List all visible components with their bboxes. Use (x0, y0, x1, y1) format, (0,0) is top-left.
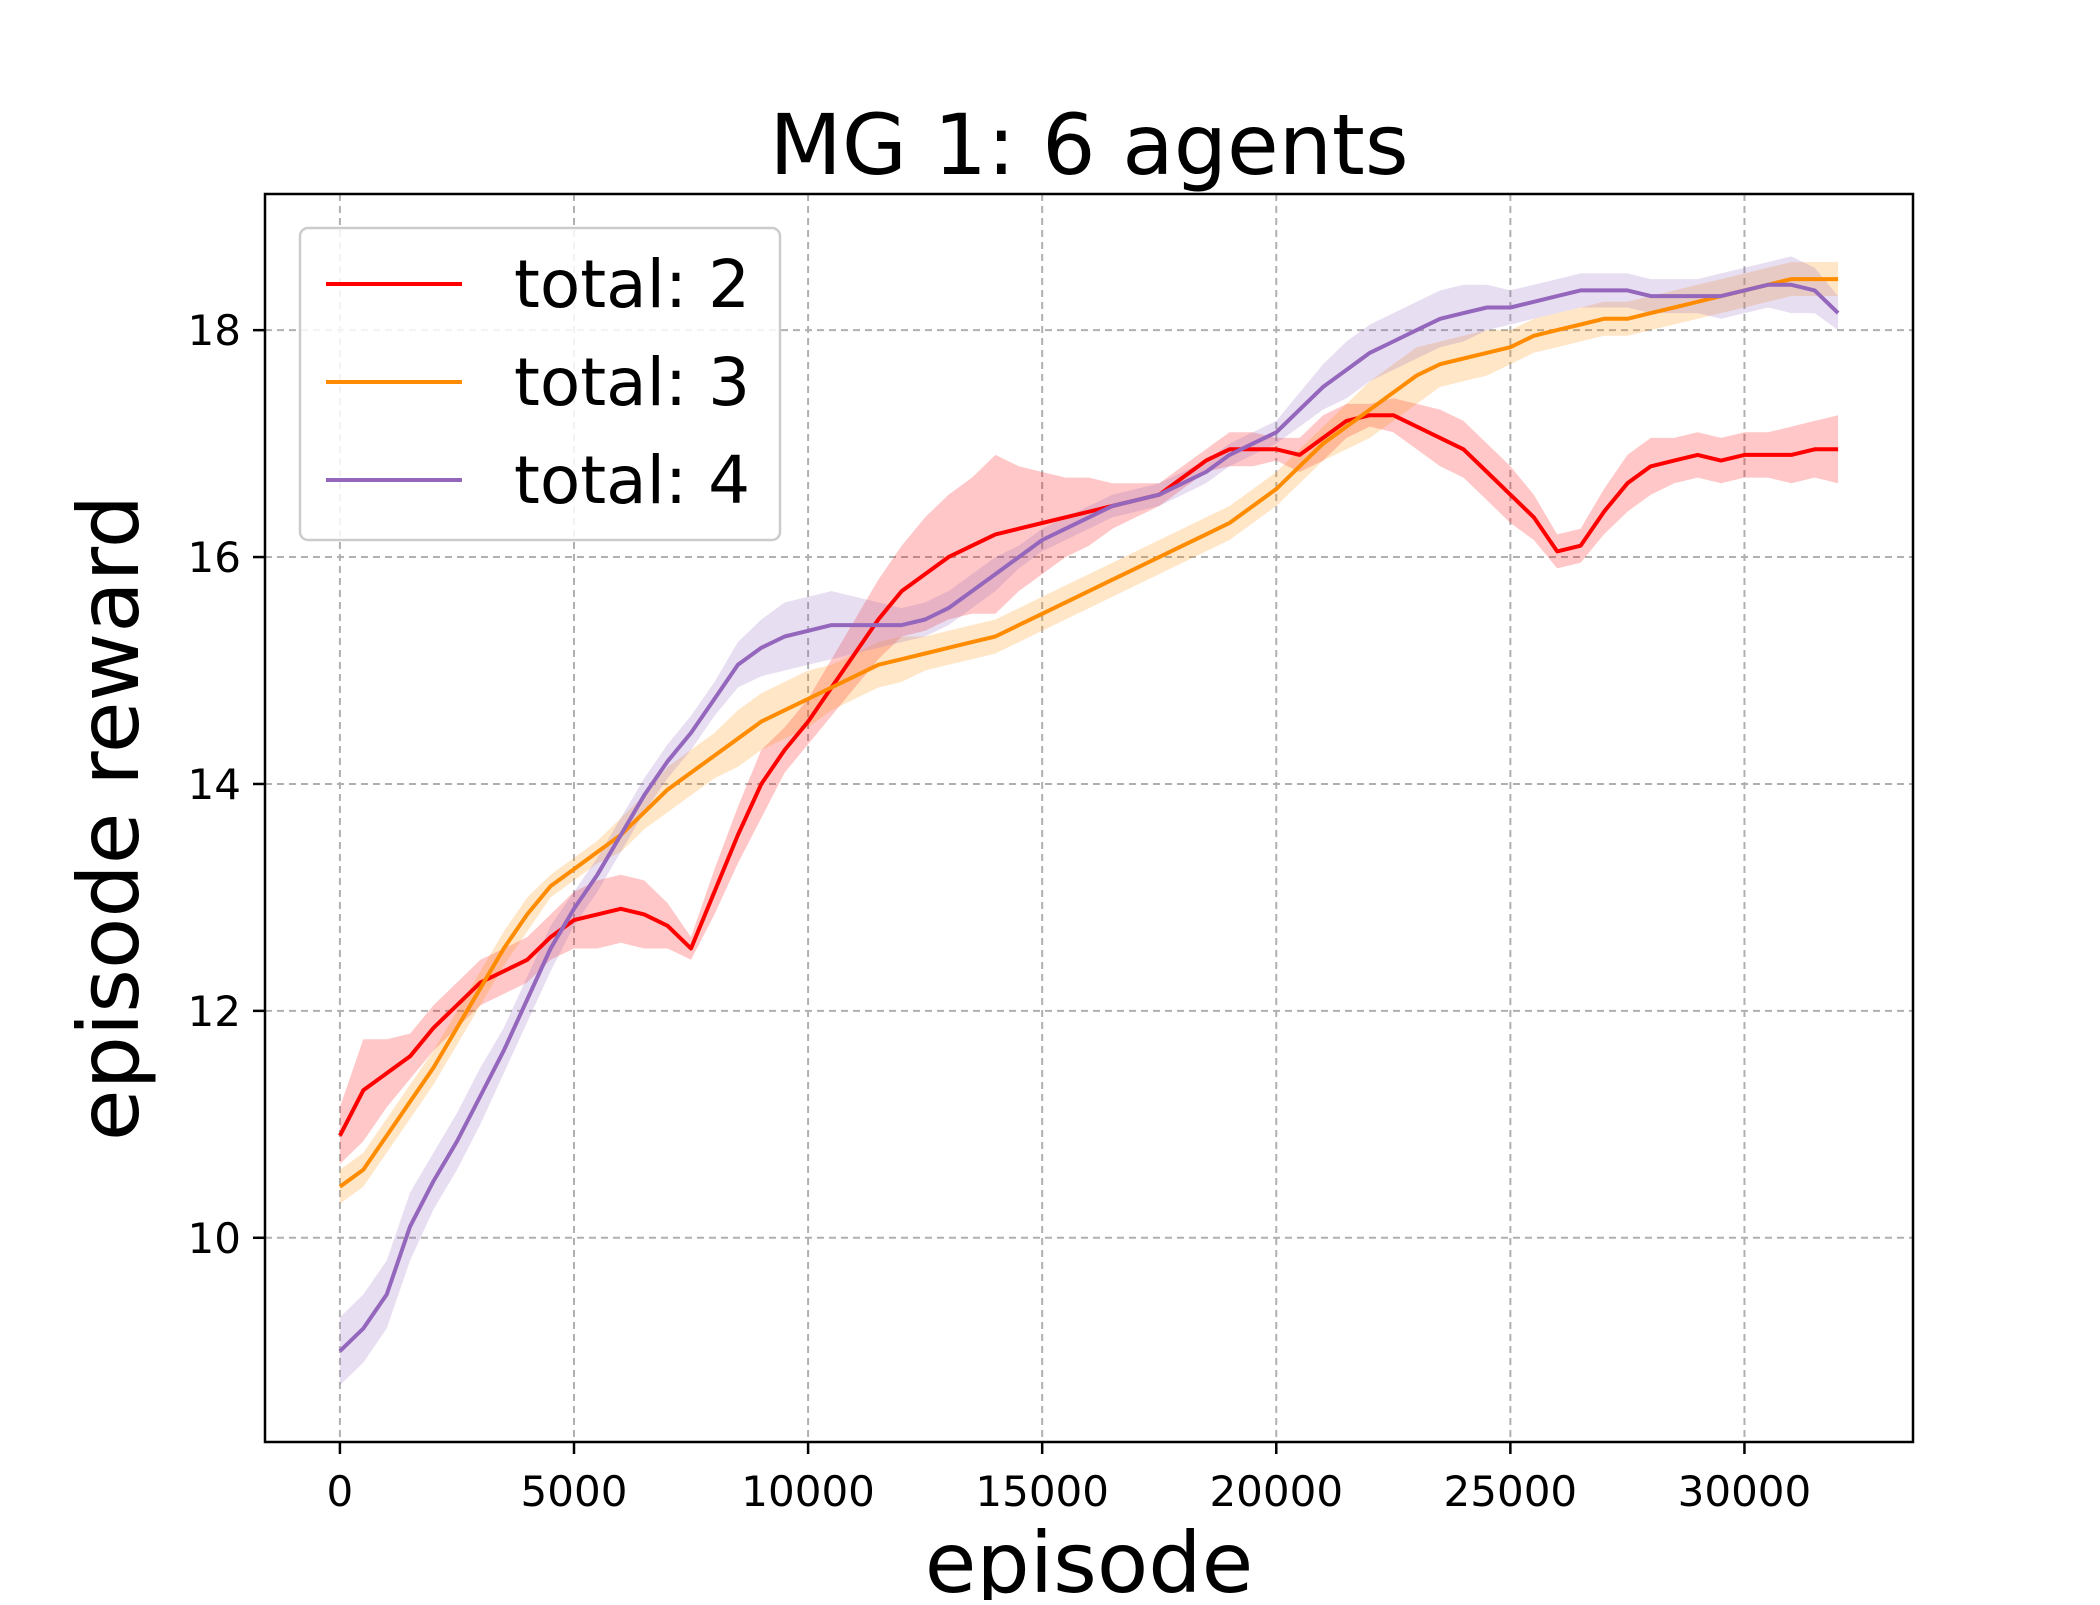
x-axis-label: episode (925, 1514, 1254, 1600)
legend-label: total: 2 (514, 246, 750, 323)
legend-label: total: 3 (514, 344, 750, 421)
x-tick-label: 25000 (1444, 1467, 1578, 1516)
y-tick-label: 10 (188, 1214, 241, 1263)
series-1-band (339, 398, 1839, 1164)
legend: total: 2 total: 3 total: 4 (298, 226, 782, 542)
series-3-line (338, 282, 1840, 1353)
series-1-line (338, 413, 1839, 1137)
legend-box (298, 226, 782, 542)
x-tick-label: 0 (327, 1467, 354, 1516)
y-axis-ticks: 10 12 14 16 18 (188, 306, 265, 1263)
x-tick-label: 30000 (1678, 1467, 1812, 1516)
y-axis-label: episode reward (60, 495, 158, 1141)
legend-items: total: 2 total: 3 total: 4 (326, 246, 750, 519)
y-tick-label: 16 (188, 533, 241, 582)
plot-frame (263, 192, 1915, 1444)
x-axis-ticks: 0 5000 10000 15000 20000 25000 30000 (327, 1442, 1812, 1516)
x-tick-label: 5000 (521, 1467, 628, 1516)
y-tick-label: 18 (188, 306, 241, 355)
chart-title: MG 1: 6 agents (769, 96, 1408, 194)
y-tick-label: 12 (188, 987, 241, 1036)
x-tick-label: 20000 (1209, 1467, 1343, 1516)
y-tick-label: 14 (188, 760, 241, 809)
grid (265, 194, 1913, 1442)
x-tick-label: 10000 (741, 1467, 875, 1516)
x-tick-label: 15000 (975, 1467, 1109, 1516)
confidence-bands (339, 256, 1839, 1386)
series-lines (338, 277, 1840, 1353)
series-2-line (338, 277, 1839, 1189)
legend-label: total: 4 (514, 442, 750, 519)
